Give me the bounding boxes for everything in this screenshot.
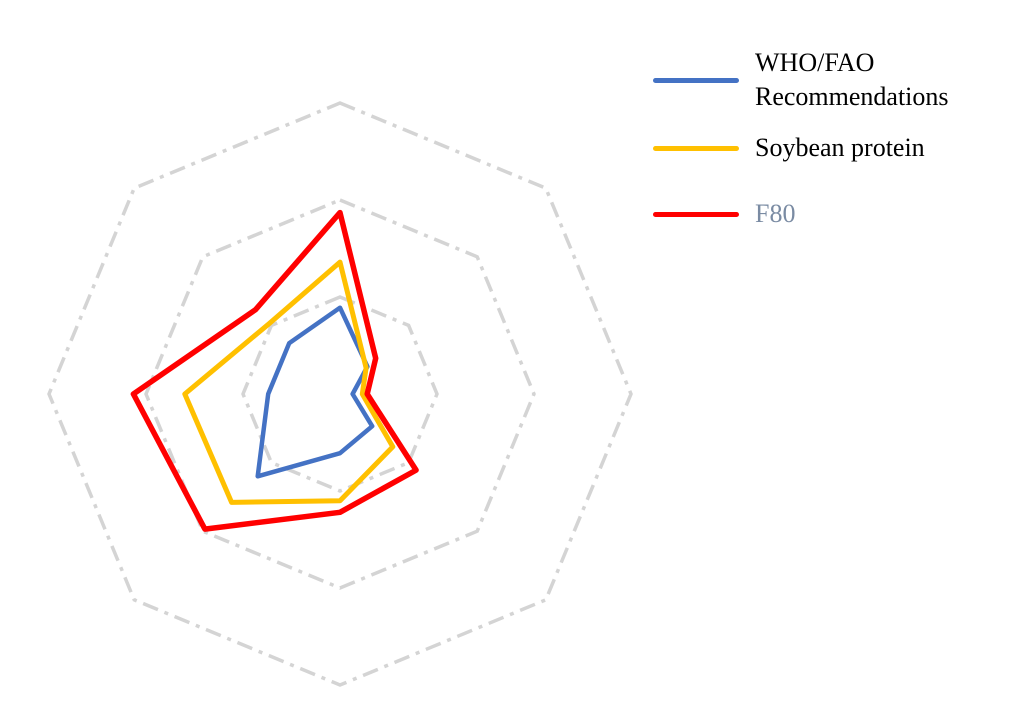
legend-label-soybean-protein: Soybean protein — [755, 133, 925, 162]
legend-label-who-fao: WHO/FAO Recommendations — [755, 48, 949, 111]
series-polygon-f80 — [130, 209, 419, 532]
gridline-ring-1 — [241, 295, 439, 493]
gridline-ring-2 — [144, 198, 536, 590]
gridline-ring-3 — [47, 101, 633, 687]
radar-series — [130, 209, 419, 532]
legend-item-f80: F80 — [653, 197, 795, 231]
legend-label-f80: F80 — [755, 199, 796, 228]
legend-item-who-fao: WHO/FAO Recommendations — [653, 46, 987, 114]
series-polygon-soybean-protein — [182, 259, 396, 505]
legend-swatch-who-fao — [653, 77, 739, 83]
legend-swatch-soybean-protein — [653, 145, 739, 151]
legend-swatch-f80 — [653, 211, 739, 217]
radar-gridlines — [47, 101, 633, 687]
legend-item-soybean-protein: Soybean protein — [653, 131, 925, 165]
